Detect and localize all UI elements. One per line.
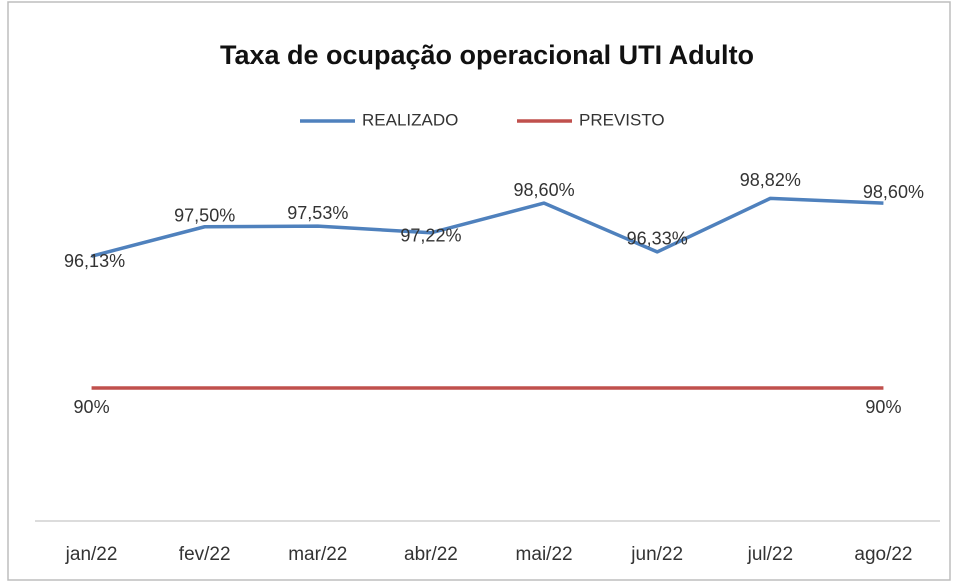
x-tick-label: abr/22 [404,544,458,565]
x-tick-label: mar/22 [288,544,347,565]
chart-title: Taxa de ocupação operacional UTI Adulto [220,40,754,70]
x-tick-label: ago/22 [854,544,912,565]
data-label: 98,60% [863,182,924,202]
legend-label: PREVISTO [579,110,665,129]
x-tick-label: mai/22 [516,544,573,565]
data-label: 90% [865,397,901,417]
data-label: 97,50% [174,206,235,226]
x-tick-label: fev/22 [179,544,231,565]
data-label: 98,82% [740,170,801,190]
data-label: 90% [74,397,110,417]
x-tick-label: jan/22 [65,544,118,565]
data-label: 96,13% [64,251,125,271]
data-label: 97,22% [400,226,461,246]
data-label: 97,53% [287,203,348,223]
x-tick-label: jul/22 [747,544,793,565]
chart-frame [7,1,951,581]
legend-label: REALIZADO [362,110,458,129]
x-tick-label: jun/22 [630,544,683,565]
data-label: 96,33% [627,229,688,249]
data-label: 98,60% [514,180,575,200]
series-line [91,196,884,258]
